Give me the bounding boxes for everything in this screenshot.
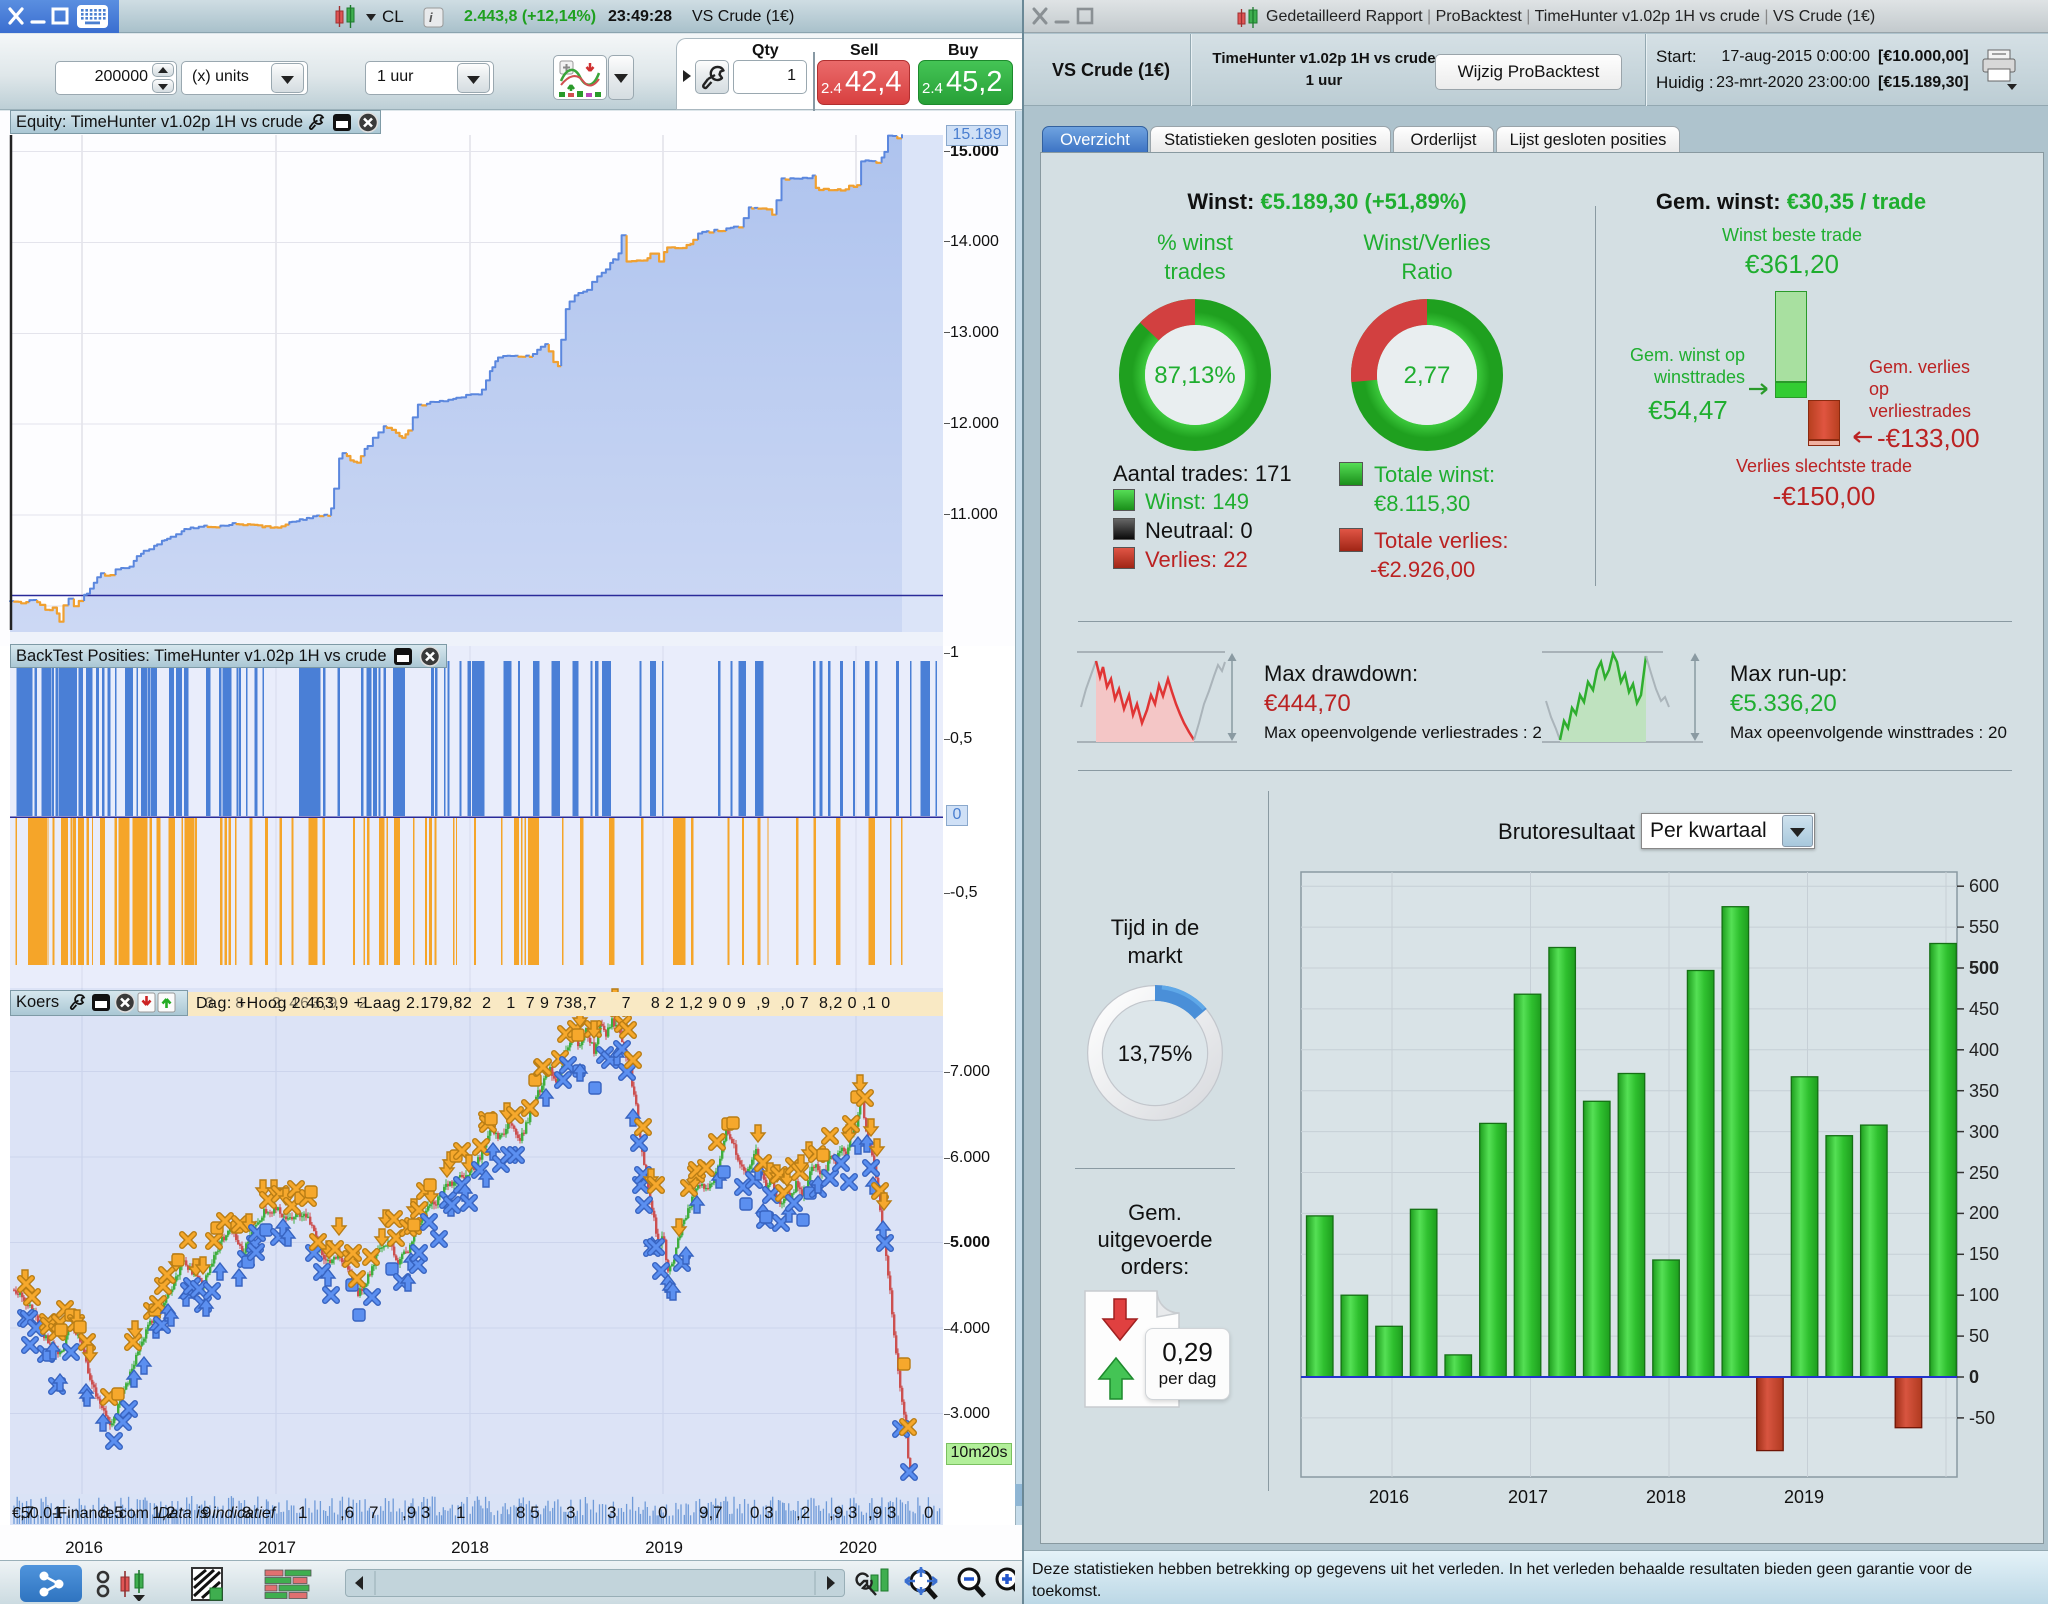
svg-text:,9 3: ,9 3 [868,1503,896,1522]
svg-text:,9 3: ,9 3 [402,1503,430,1522]
svg-text:9,7: 9,7 [699,1503,723,1522]
svg-text:8: 8 [242,1503,251,1522]
svg-text:,2: ,2 [796,1503,810,1522]
svg-text:1: 1 [456,1503,465,1522]
svg-text:3: 3 [566,1503,575,1522]
svg-text:,6: ,6 [340,1503,354,1522]
svg-text:1,2: 1,2 [152,1503,176,1522]
svg-text:13,75%: 13,75% [1118,1041,1193,1066]
svg-text:1: 1 [298,1503,307,1522]
svg-text:2,77: 2,77 [1404,362,1451,389]
svg-text:,7: ,7 [20,1503,34,1522]
svg-text:0: 0 [924,1503,933,1522]
svg-text:8 5: 8 5 [516,1503,540,1522]
svg-text:8 5: 8 5 [100,1503,124,1522]
svg-text:0 3: 0 3 [750,1503,774,1522]
svg-text:0: 0 [658,1503,667,1522]
svg-text:3: 3 [607,1503,616,1522]
svg-text:9: 9 [202,1503,211,1522]
svg-text:7: 7 [369,1503,378,1522]
svg-text:1: 1 [53,1503,62,1522]
svg-text:,9 3: ,9 3 [829,1503,857,1522]
svg-text:87,13%: 87,13% [1154,362,1235,389]
